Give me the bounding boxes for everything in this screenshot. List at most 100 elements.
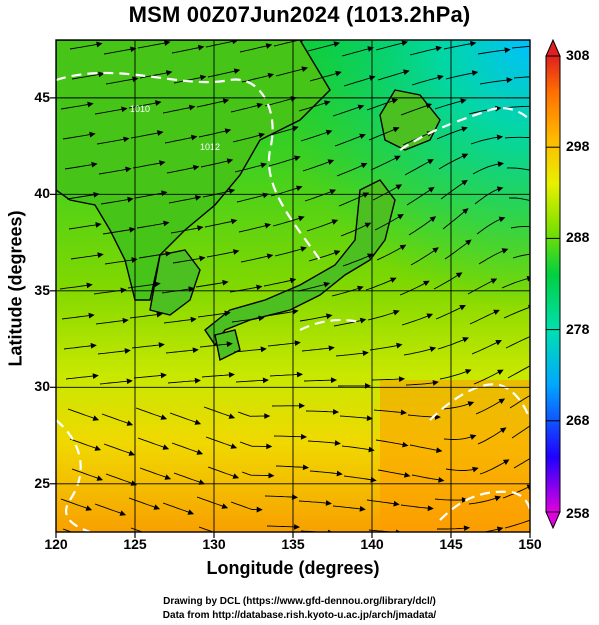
x-tick-label: 120 xyxy=(44,536,68,552)
streamline xyxy=(203,406,235,419)
streamline xyxy=(434,99,466,110)
streamline xyxy=(65,375,98,380)
y-tick-label: 35 xyxy=(34,281,50,298)
streamline-arrowhead xyxy=(259,536,264,540)
streamline xyxy=(478,248,508,265)
streamline xyxy=(162,106,195,114)
streamline-arrowhead xyxy=(403,69,410,76)
streamline xyxy=(504,519,530,529)
streamline-arrowhead xyxy=(126,420,134,426)
streamline xyxy=(196,99,229,108)
streamline xyxy=(368,127,399,141)
streamline-arrowhead xyxy=(529,333,530,336)
streamline-arrowhead xyxy=(366,253,374,259)
contour-label: 1012 xyxy=(200,142,220,152)
streamline-arrowhead xyxy=(328,345,335,352)
streamline xyxy=(509,394,530,409)
streamline-arrowhead xyxy=(128,450,136,456)
streamline-arrowhead xyxy=(331,219,339,225)
colorbar-tick-label: 278 xyxy=(566,320,590,337)
streamline xyxy=(97,349,130,355)
streamline-arrowhead xyxy=(260,346,267,353)
streamline-arrowhead xyxy=(264,222,272,229)
streamline-arrowhead xyxy=(90,342,97,349)
streamline-arrowhead xyxy=(461,153,469,159)
streamline xyxy=(443,42,476,50)
streamline xyxy=(199,343,232,348)
streamline xyxy=(408,216,436,236)
streamline-arrowhead xyxy=(228,413,236,419)
streamline-arrowhead xyxy=(266,253,274,260)
streamline xyxy=(501,277,530,289)
streamline xyxy=(273,435,307,438)
streamline xyxy=(376,244,406,261)
streamline-arrowhead xyxy=(119,510,127,516)
graticule xyxy=(56,40,530,532)
streamline xyxy=(467,278,497,295)
streamline xyxy=(406,187,435,206)
streamline xyxy=(127,283,160,289)
streamline-arrowhead xyxy=(125,166,132,173)
credit-drawing: Drawing by DCL (https://www.gfd-dennou.o… xyxy=(163,596,436,607)
streamline-arrowhead xyxy=(465,239,472,246)
streamline-arrowhead xyxy=(188,104,196,111)
streamline-arrowhead xyxy=(496,526,504,532)
streamline xyxy=(102,228,135,235)
y-tick-label: 25 xyxy=(34,474,50,491)
streamline-arrowhead xyxy=(162,444,170,450)
streamline xyxy=(400,504,433,510)
streamline xyxy=(236,193,269,203)
streamline xyxy=(471,340,502,355)
streamline xyxy=(302,159,334,172)
streamline xyxy=(367,310,399,321)
streamline-arrowhead xyxy=(96,475,104,481)
streamline-arrowhead xyxy=(461,497,468,503)
streamline xyxy=(105,77,138,85)
streamline xyxy=(230,103,263,113)
streamline-arrowhead xyxy=(323,281,331,288)
streamline xyxy=(167,379,200,384)
streamline xyxy=(139,467,171,480)
streamline xyxy=(411,474,444,482)
streamline-arrowhead xyxy=(435,45,443,52)
streamline-arrowhead xyxy=(462,208,469,215)
streamline-arrowhead xyxy=(156,535,161,539)
streamline-arrowhead xyxy=(126,378,133,385)
streamline-arrowhead xyxy=(299,402,306,409)
streamline xyxy=(273,40,301,47)
streamline-arrowhead xyxy=(121,106,128,113)
streamline xyxy=(438,153,468,170)
streamline-arrowhead xyxy=(159,160,166,166)
streamline-arrowhead xyxy=(429,346,437,353)
streamline xyxy=(307,42,340,52)
streamline xyxy=(297,282,330,292)
streamline xyxy=(233,531,235,532)
streamline-arrowhead xyxy=(188,286,195,292)
streamline-arrowhead xyxy=(427,159,434,165)
y-tick-label: 40 xyxy=(34,185,50,202)
x-tick-label: 135 xyxy=(281,536,305,552)
streamline-arrowhead xyxy=(222,98,230,105)
streamline xyxy=(196,496,228,509)
streamline xyxy=(300,130,332,142)
streamline-arrowhead xyxy=(325,500,332,506)
streamline xyxy=(375,41,408,51)
streamline-arrowhead xyxy=(98,71,105,78)
streamline-arrowhead xyxy=(196,449,204,455)
streamline-arrowhead xyxy=(153,504,161,510)
streamline-arrowhead xyxy=(423,280,430,287)
streamline-arrowhead xyxy=(156,311,163,318)
x-tick-label: 125 xyxy=(123,536,147,552)
streamline-arrowhead xyxy=(334,440,341,446)
streamline-arrowhead xyxy=(534,169,539,173)
streamline xyxy=(130,131,163,139)
streamline xyxy=(444,239,472,260)
streamline-arrowhead xyxy=(123,136,130,143)
streamline-arrowhead xyxy=(258,315,265,322)
streamline-arrowhead xyxy=(232,473,240,479)
streamline-arrowhead xyxy=(496,134,504,141)
streamline-arrowhead xyxy=(498,216,506,223)
streamline xyxy=(336,163,367,177)
streamline xyxy=(299,314,332,322)
streamline xyxy=(162,502,194,515)
